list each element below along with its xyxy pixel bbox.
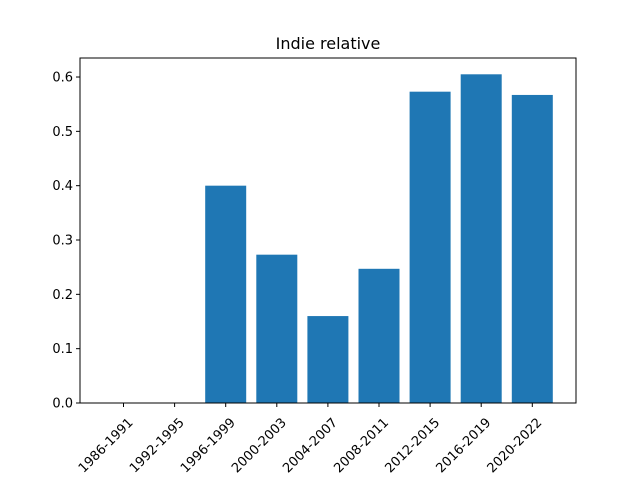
y-tick-label: 0.1 [52, 342, 73, 357]
bar-2008-2011 [358, 268, 400, 403]
bar-2016-2019 [460, 74, 502, 404]
plot-frame [79, 57, 577, 404]
y-axis: 0.0 0.1 0.2 0.3 0.4 0.5 0.6 [52, 71, 80, 412]
y-tick-label: 0.0 [52, 397, 73, 412]
y-tick-label: 0.5 [52, 125, 73, 140]
y-tick-label: 0.2 [52, 288, 73, 303]
y-tick-label: 0.6 [52, 71, 73, 86]
y-tick-label: 0.3 [52, 234, 73, 249]
bar-2020-2022 [511, 94, 553, 403]
bar-1996-1999 [205, 185, 247, 403]
chart-title: Indie relative [276, 34, 381, 53]
y-tick-label: 0.4 [52, 179, 73, 194]
bars-layer [205, 74, 553, 404]
x-tick-label: 2020-2022 [485, 415, 546, 476]
bar-2000-2003 [256, 254, 298, 403]
bar-2004-2007 [307, 316, 349, 403]
x-axis: 1986-19911992-19951996-19992000-20032004… [76, 403, 546, 476]
bar-2012-2015 [409, 91, 451, 404]
